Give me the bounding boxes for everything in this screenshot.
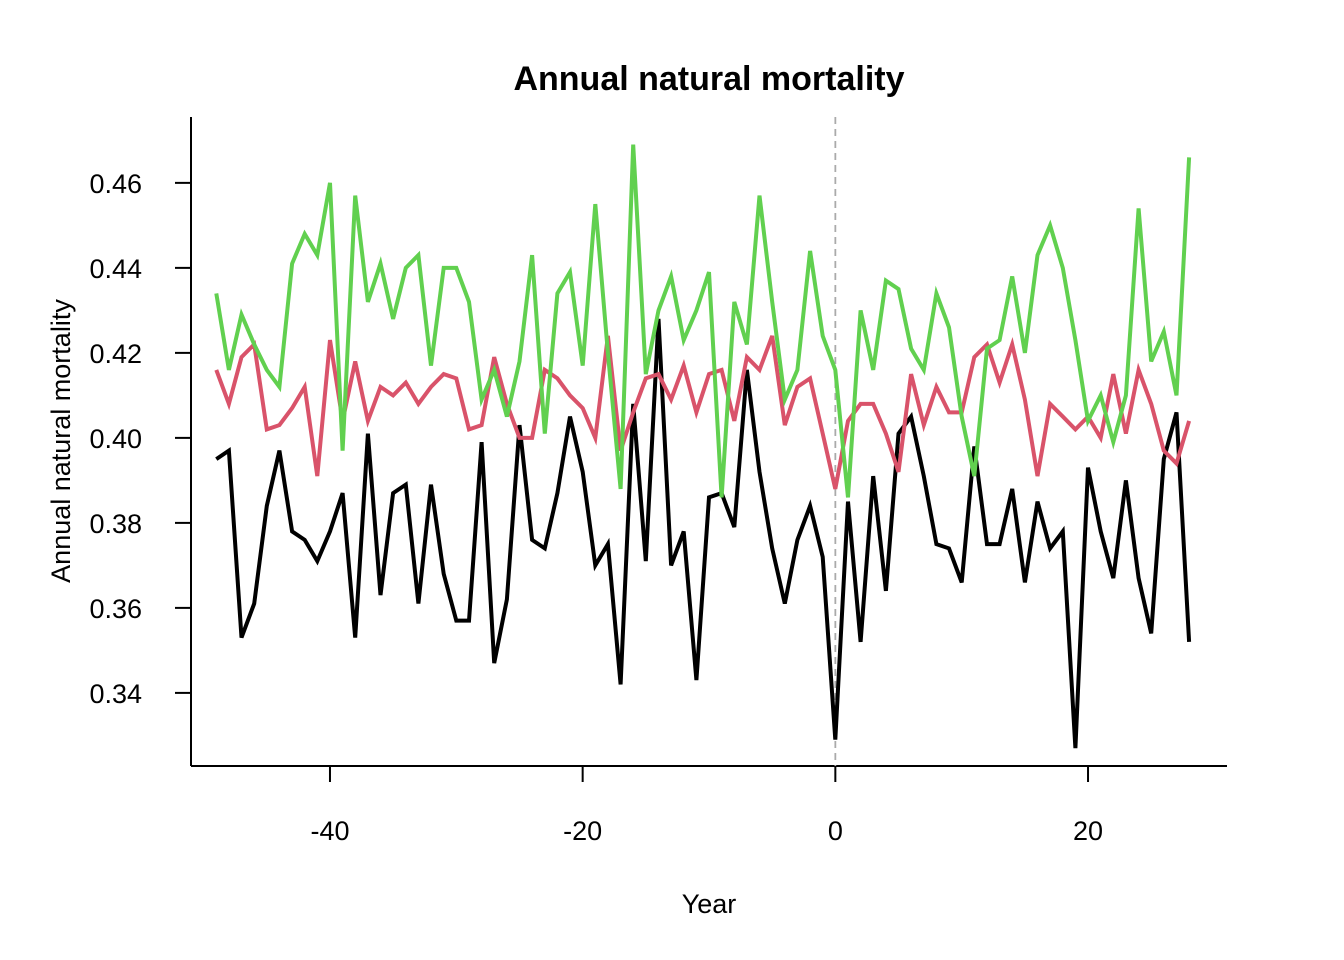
y-tick-label: 0.40: [89, 424, 142, 454]
y-tick-label: 0.46: [89, 169, 142, 199]
series-line-1: [215, 318, 1192, 749]
chart-title: Annual natural mortality: [513, 60, 904, 98]
x-tick-label: 20: [1073, 816, 1103, 846]
y-tick-label: 0.38: [89, 509, 142, 539]
x-tick-label: 0: [828, 816, 843, 846]
y-tick-label: 0.44: [89, 254, 142, 284]
y-axis-label: Annual natural mortality: [46, 299, 76, 583]
y-tick-label: 0.36: [89, 594, 142, 624]
series-line-3: [214, 144, 1192, 498]
y-axis-ticks: 0.34 0.36 0.38 0.40 0.42 0.44 0.46: [89, 169, 191, 709]
series-line-2: [214, 335, 1192, 490]
x-tick-label: -20: [563, 816, 602, 846]
y-tick-label: 0.42: [89, 339, 142, 369]
x-axis-label: Year: [682, 889, 737, 919]
x-tick-label: -40: [310, 816, 349, 846]
x-axis-ticks: -40 -20 0 20: [310, 766, 1103, 846]
series-lines: [214, 144, 1192, 749]
y-tick-label: 0.34: [89, 679, 142, 709]
